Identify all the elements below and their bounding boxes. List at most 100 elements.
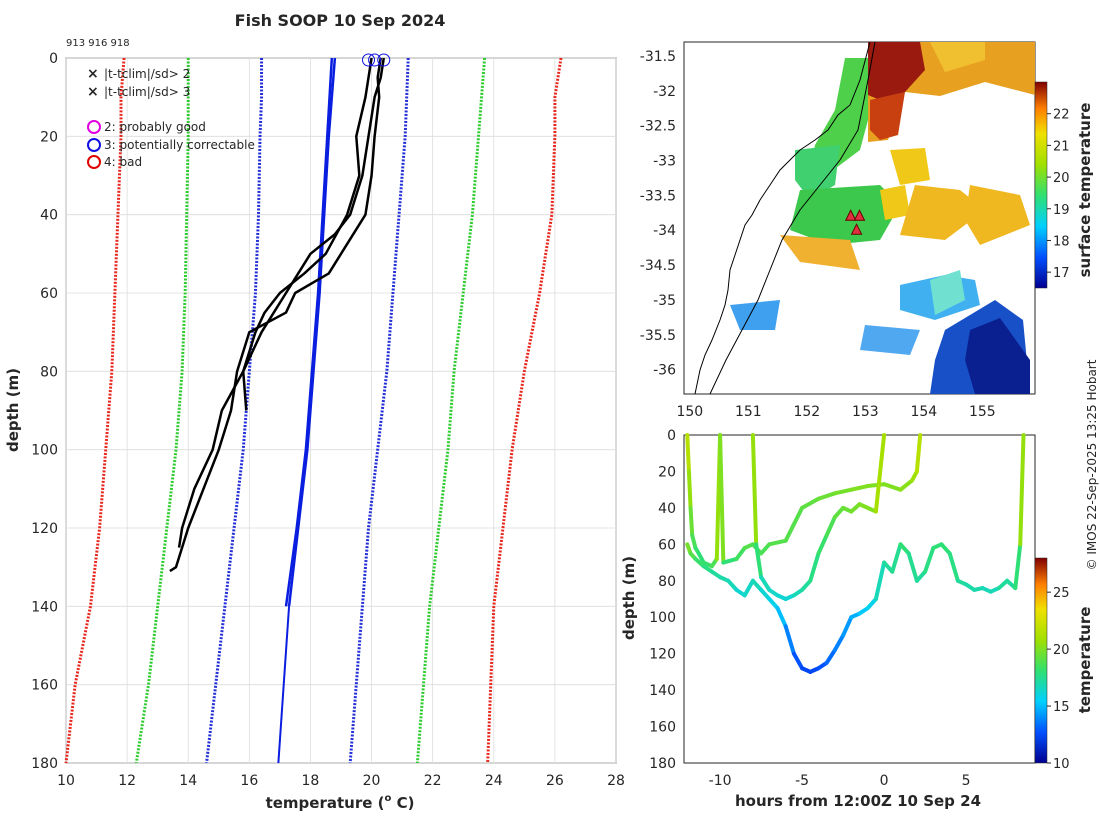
map-y-tick-labels: -31.5 -32 -32.5 -33 -33.5 -34 -34.5 -35 -35.5 -36: [640, 49, 676, 379]
map-y-tick: -35: [653, 293, 676, 309]
profile-x-tick: 24: [485, 773, 503, 789]
sst-cb-tick: 18: [1053, 234, 1070, 249]
profile-y-tick: 140: [31, 599, 58, 615]
mean-profile-lines: [277, 57, 337, 764]
track-segment: [914, 433, 923, 474]
track-segment: [832, 505, 846, 519]
flag-marker: [377, 53, 391, 67]
track-segment: [1018, 433, 1026, 547]
track-segment: [849, 484, 870, 492]
sst-cb-tick: 22: [1053, 108, 1070, 123]
track-segment: [906, 551, 919, 583]
legend-label-correctable: 3: potentially correctable: [104, 138, 255, 152]
legend-label-good: 2: probably good: [104, 120, 206, 134]
sst-cb-tick: 21: [1053, 139, 1070, 154]
temp-cb-tick: 20: [1053, 643, 1070, 658]
timeseries-y-axis-label: depth (m): [620, 556, 638, 640]
profile-x-tick: 12: [118, 773, 136, 789]
profile-x-tick: 26: [546, 773, 564, 789]
sst-cb-tick: 17: [1053, 266, 1070, 281]
profile-line-2: [241, 57, 386, 411]
sst-cb-tick: 19: [1053, 203, 1070, 218]
track-segment: [750, 578, 764, 592]
legend-label-bad: 4: bad: [104, 155, 142, 169]
temperature-colorbar: [1034, 557, 1048, 764]
sst-colorbar-ticks: 17 18 19 20 21 22: [1047, 108, 1070, 281]
track-segment: [947, 551, 960, 583]
climatology-plus3sd-line: [486, 57, 563, 764]
ts-y-tick: 140: [649, 683, 676, 699]
cast-ids: 913 916 918: [66, 38, 130, 49]
profile-y-tick: 120: [31, 521, 58, 537]
track-segment: [686, 469, 693, 510]
map-y-tick: -33: [653, 153, 676, 169]
track-segment: [832, 633, 846, 653]
ts-y-tick: 180: [649, 756, 676, 772]
sst-map-panel: 150 151 152 153 154 155 -31.5 -32 -32.5 -33 -33.5…: [640, 41, 1094, 420]
track-segment: [690, 533, 698, 550]
profile-line-1: [177, 57, 373, 548]
map-x-tick: 155: [969, 404, 996, 420]
ts-x-tick: 5: [962, 773, 971, 789]
timeseries-axes-box: [683, 434, 1036, 764]
profile-y-tick-labels: 0 20 40 60 80 100 120 140 160 180: [31, 51, 58, 772]
station-marker: [853, 209, 866, 221]
chart-title: Fish SOOP 10 Sep 2024: [235, 11, 446, 30]
temp-cb-tick: 10: [1053, 757, 1070, 772]
temperature-colorbar-label: temperature: [1076, 607, 1094, 714]
map-y-tick: -32: [653, 84, 676, 100]
profile-x-tick: 22: [424, 773, 442, 789]
profile-x-tick-labels: 10 12 14 16 18 20 22 24 26 28: [57, 773, 625, 789]
track-segment: [750, 433, 759, 547]
climatology-lines: [64, 57, 563, 764]
track-segment: [791, 651, 805, 671]
profile-x-axis-label: temperature (o C): [266, 793, 415, 812]
temp-cb-tick: 15: [1053, 700, 1070, 715]
timeseries-y-tick-labels: 0 20 40 60 80 100 120 140 160 180: [649, 428, 676, 772]
station-marker: [844, 209, 857, 221]
track-segment: [914, 569, 928, 583]
legend: × |t-tclim|/sd> 2 × |t-tclim|/sd> 3 2: p…: [87, 66, 255, 169]
profile-panel: Fish SOOP 10 Sep 2024 913 916 918 10 12 14…: [4, 11, 625, 812]
ts-y-tick: 80: [658, 574, 676, 590]
track-segment: [742, 578, 755, 598]
map-x-tick: 154: [910, 404, 937, 420]
profile-y-tick: 160: [31, 678, 58, 694]
temp-cb-tick: 25: [1053, 586, 1070, 601]
track-segment: [734, 545, 747, 561]
profile-y-tick: 60: [40, 286, 58, 302]
profile-y-tick: 0: [49, 51, 58, 67]
track-segment: [832, 487, 854, 496]
profile-y-tick: 180: [31, 756, 58, 772]
ts-y-tick: 60: [658, 537, 676, 553]
track-segment: [688, 505, 695, 538]
legend-label-3sd: |t-tclim|/sd> 3: [104, 85, 190, 99]
station-markers: [844, 209, 866, 235]
sst-colorbar-label: surface temperature: [1076, 103, 1094, 278]
station-marker: [850, 223, 863, 235]
temperature-profiles: [169, 57, 386, 573]
profile-line-0: [169, 57, 382, 573]
profile-y-tick: 40: [40, 208, 58, 224]
track-segment: [939, 542, 952, 556]
flag-marker: [368, 53, 382, 67]
mean-profile-extension: [277, 606, 291, 764]
track-segment: [685, 433, 691, 474]
track-segment: [800, 578, 813, 592]
track-segment: [726, 578, 739, 592]
map-x-tick: 151: [735, 404, 762, 420]
track-segment: [783, 624, 796, 656]
legend-x-green-icon: ×: [87, 66, 99, 82]
timeseries-panel: -10 -5 0 5 0 20 40 60 80 100 120 140 160 180 hours f…: [620, 428, 1094, 810]
track-segment: [775, 606, 788, 629]
map-x-tick-labels: 150 151 152 153 154 155: [676, 404, 995, 420]
credit-text: © IMOS 22-Sep-2025 13:25 Hobart: [1085, 359, 1099, 570]
track-segment: [808, 551, 821, 583]
profile-y-tick: 20: [40, 129, 58, 145]
ts-x-tick: -10: [709, 773, 732, 789]
map-y-tick: -31.5: [640, 49, 676, 65]
track-segment: [816, 533, 829, 556]
climatology-minus2sd-line: [134, 58, 190, 764]
track-segment: [759, 587, 772, 601]
